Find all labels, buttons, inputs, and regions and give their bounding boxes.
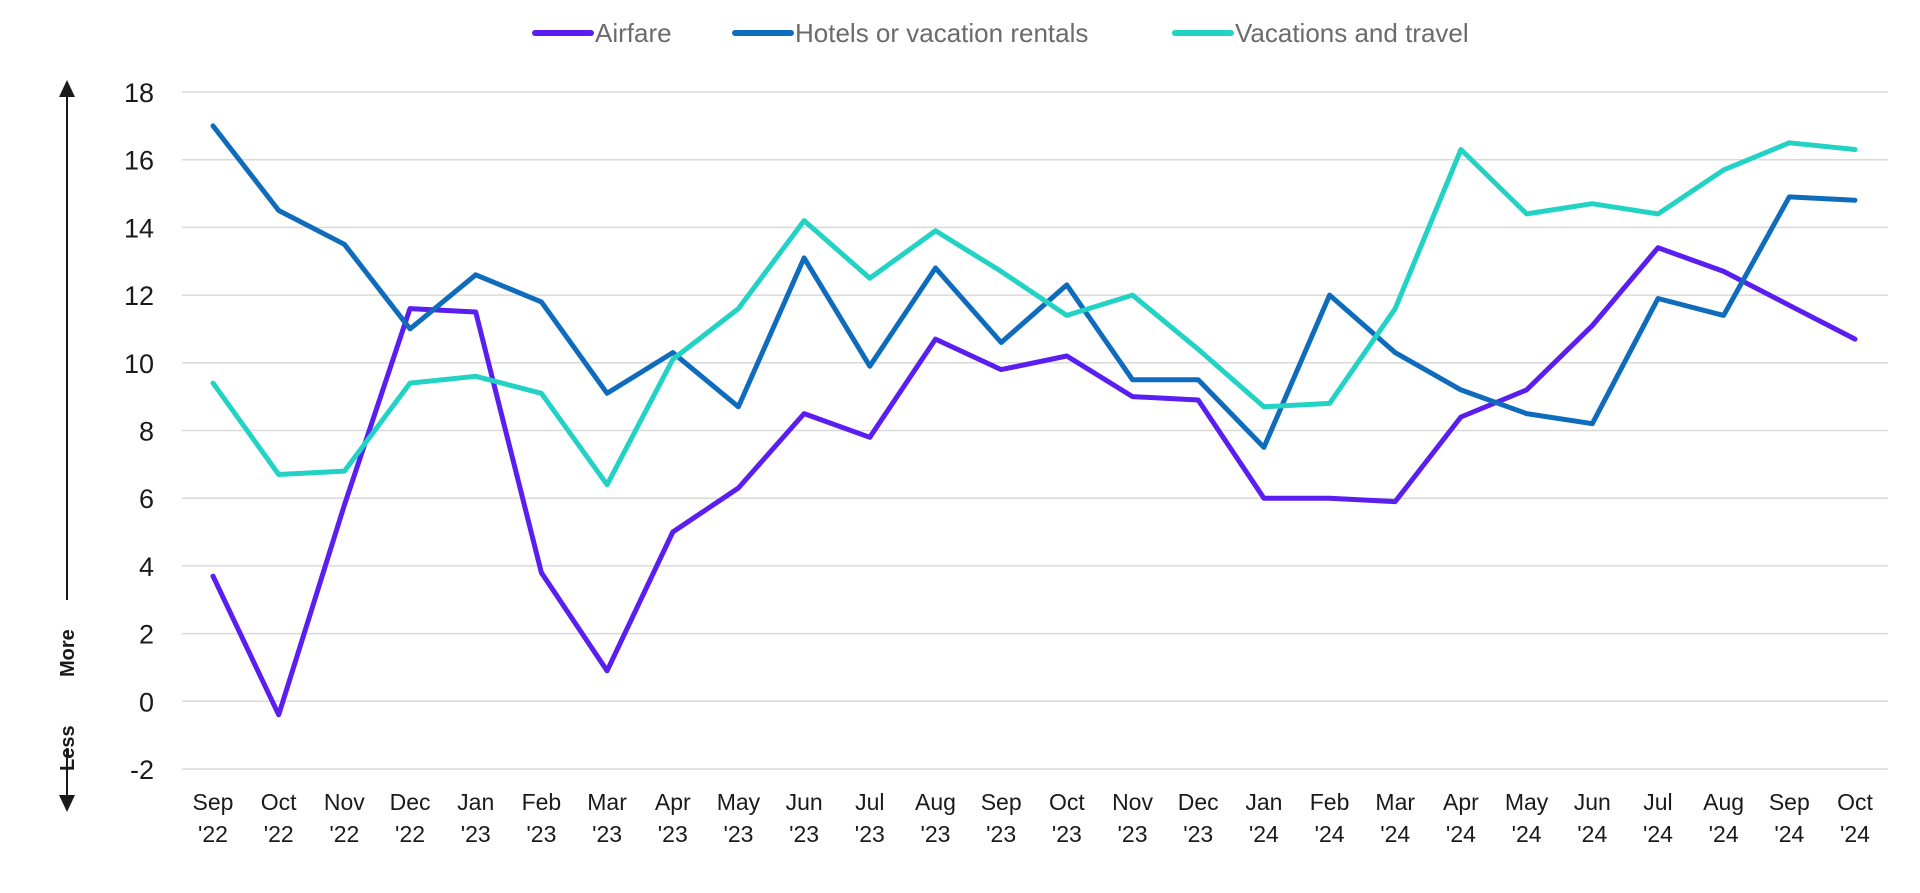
x-tick-label: Jul '23 [855, 789, 885, 847]
x-tick-label: Jan '23 [457, 789, 494, 847]
x-tick-label: Sep '22 [193, 789, 234, 847]
less-label: Less [57, 725, 79, 771]
x-tick-label: Feb '23 [522, 789, 562, 847]
x-tick-label: Jan '24 [1245, 789, 1282, 847]
x-tick-label: Jun '24 [1574, 789, 1611, 847]
x-tick-label: Sep '24 [1769, 789, 1810, 847]
x-tick-label: Jun '23 [786, 789, 823, 847]
y-tick-label: 10 [124, 349, 154, 379]
x-tick-label: Aug '23 [915, 789, 956, 847]
y-tick-label: 14 [124, 213, 154, 243]
gridlines [182, 91, 1888, 770]
legend-label: Hotels or vacation rentals [795, 18, 1088, 48]
y-tick-label: 8 [139, 417, 154, 447]
x-tick-label: Jul '24 [1643, 789, 1673, 847]
legend: Airfare Hotels or vacation rentals Vacatio… [532, 18, 1469, 48]
x-tick-label: Dec '23 [1178, 789, 1219, 847]
arrow-up-icon [59, 80, 75, 97]
y-tick-label: 0 [139, 687, 154, 717]
x-tick-label: Nov '23 [1112, 789, 1153, 847]
x-tick-label: Feb '24 [1310, 789, 1350, 847]
y-tick-label: 12 [124, 281, 154, 311]
x-tick-label: May '23 [717, 789, 761, 847]
legend-label: Vacations and travel [1235, 18, 1469, 48]
series-line-3 [210, 140, 1858, 488]
x-axis-ticks: Sep '22 Oct '22 Nov '22 Dec '22 Jan '23 Feb '23 Mar '… [193, 789, 1874, 847]
y-axis-ticks: 18 16 14 12 10 8 6 4 2 0 -2 [124, 78, 154, 785]
x-tick-label: Nov '22 [324, 789, 365, 847]
y-tick-label: 18 [124, 78, 154, 108]
legend-label: Airfare [595, 18, 672, 48]
more-less-indicator: More Less [57, 80, 79, 812]
x-tick-label: Aug '24 [1703, 789, 1744, 847]
y-tick-label: 2 [139, 620, 154, 650]
x-tick-label: Mar '23 [587, 789, 627, 847]
x-tick-label: Oct '24 [1837, 789, 1873, 847]
arrow-down-icon [59, 795, 75, 812]
x-tick-label: Sep '23 [981, 789, 1022, 847]
series-line-1 [210, 245, 1858, 718]
y-tick-label: 4 [139, 552, 154, 582]
y-tick-label: 6 [139, 484, 154, 514]
more-label: More [57, 629, 79, 677]
x-tick-label: Apr '23 [655, 789, 691, 847]
y-tick-label: -2 [130, 755, 154, 785]
series-lines [210, 123, 1858, 718]
series-line-2 [210, 123, 1858, 450]
x-tick-label: Mar '24 [1375, 789, 1415, 847]
x-tick-label: May '24 [1505, 789, 1549, 847]
x-tick-label: Apr '24 [1443, 789, 1479, 847]
x-tick-label: Dec '22 [390, 789, 431, 847]
x-tick-label: Oct '22 [261, 789, 297, 847]
y-tick-label: 16 [124, 146, 154, 176]
x-tick-label: Oct '23 [1049, 789, 1085, 847]
